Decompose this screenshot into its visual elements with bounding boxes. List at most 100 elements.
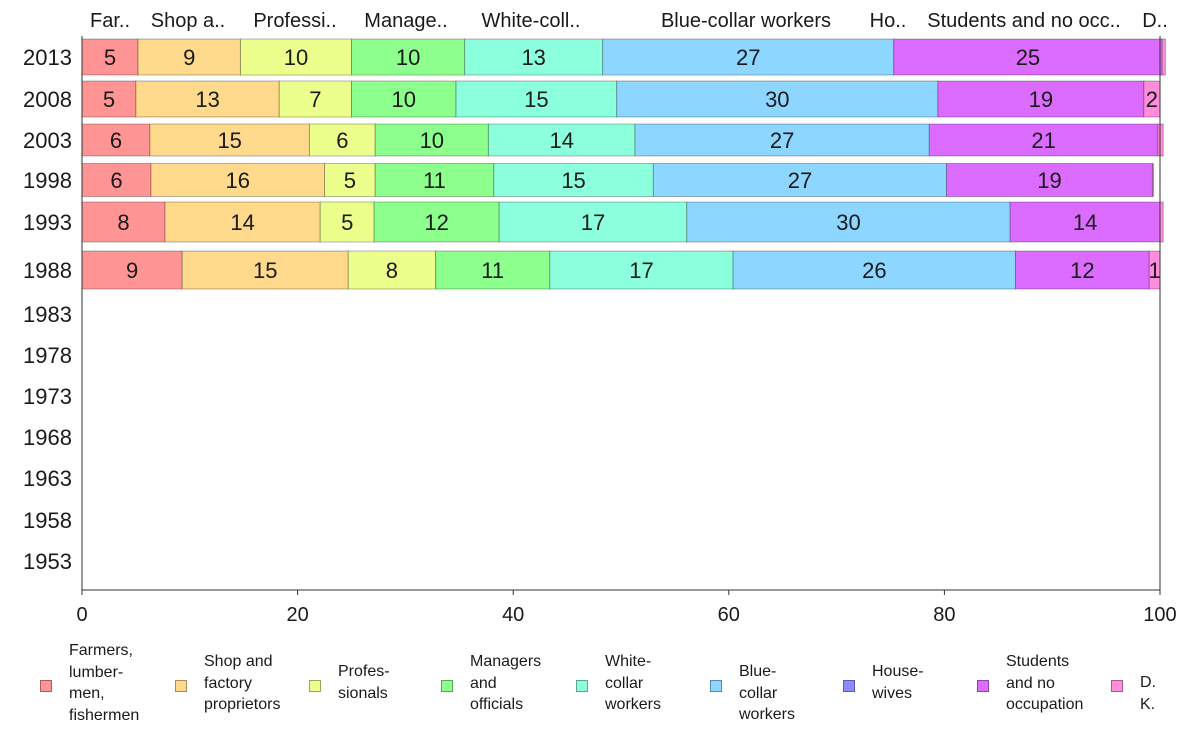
data-label: 27 <box>736 45 760 70</box>
data-label: 11 <box>481 258 504 283</box>
top-label: Professi.. <box>253 10 336 32</box>
data-label: 6 <box>336 128 348 153</box>
data-label: 14 <box>549 128 573 153</box>
bar-segment <box>324 163 376 197</box>
bar-segment <box>893 38 1163 76</box>
top-label: Far.. <box>90 10 130 32</box>
legend-label: House- wives <box>872 663 924 702</box>
data-label: 6 <box>110 168 122 193</box>
data-label: 15 <box>217 128 241 153</box>
data-label: 17 <box>629 258 653 283</box>
bar-segment <box>493 163 654 197</box>
bar-segment <box>634 123 930 157</box>
top-label: Shop a.. <box>151 10 226 32</box>
legend-swatch <box>1111 680 1123 692</box>
bar-row: 5 13 7 10 15 30 19 2 <box>81 80 1161 118</box>
bar-row: 6 16 5 11 15 27 19 <box>81 163 1155 197</box>
data-label: 10 <box>284 45 308 70</box>
bar-segment <box>464 38 604 76</box>
data-label: 15 <box>561 168 585 193</box>
data-label: 17 <box>581 210 605 235</box>
legend-swatch <box>40 680 52 692</box>
data-label: 30 <box>836 210 860 235</box>
data-label: 10 <box>392 87 416 112</box>
x-tick-label: 0 <box>76 604 87 626</box>
data-label: 8 <box>117 210 129 235</box>
year-label: 1983 <box>23 302 72 327</box>
legend-swatch <box>309 680 321 692</box>
bar-segment <box>81 38 139 76</box>
year-label: 2008 <box>23 87 72 112</box>
bar-segment <box>498 201 688 243</box>
year-label: 1958 <box>23 508 72 533</box>
data-label: 15 <box>253 258 277 283</box>
data-label: 5 <box>103 87 115 112</box>
data-label: 8 <box>386 258 398 283</box>
legend-label: Profes- sionals <box>338 663 390 702</box>
top-label: Blue-collar workers <box>661 10 831 32</box>
bar-segment <box>164 201 321 243</box>
bar-segment <box>487 123 636 157</box>
top-label: Manage.. <box>364 10 447 32</box>
data-label: 15 <box>524 87 548 112</box>
year-label: 2003 <box>23 128 72 153</box>
bar-segment <box>81 201 166 243</box>
bar-segment <box>347 250 437 290</box>
stacked-bar-chart: Far.. Shop a.. Professi.. Manage.. White-col… <box>23 10 1177 626</box>
bar-segment <box>732 250 1017 290</box>
bar-segment <box>1161 38 1166 76</box>
data-label: 25 <box>1016 45 1040 70</box>
bar-segment <box>616 80 939 118</box>
data-label: 9 <box>183 45 195 70</box>
legend-label: Farmers, lumber- men, fishermen <box>69 642 140 724</box>
legend-label: Shop and factory proprietors <box>204 653 281 713</box>
data-label: 9 <box>126 258 138 283</box>
data-label: 26 <box>862 258 886 283</box>
legend-swatch <box>843 680 855 692</box>
y-axis-labels: 2013 2008 2003 1998 1993 1988 1983 1978 1973 1968… <box>23 45 72 574</box>
bar-row: 6 15 6 10 14 27 21 <box>81 123 1164 157</box>
data-label: 10 <box>396 45 420 70</box>
top-label: D.. <box>1142 10 1168 32</box>
x-tick-label: 80 <box>933 604 955 626</box>
data-label: 11 <box>423 168 446 193</box>
bar-segment <box>937 80 1145 118</box>
year-label: 1978 <box>23 343 72 368</box>
data-label: 14 <box>1073 210 1097 235</box>
data-label: 13 <box>195 87 219 112</box>
data-label: 14 <box>230 210 254 235</box>
bar-segment <box>435 250 551 290</box>
bar-segment <box>319 201 375 243</box>
data-label: 30 <box>765 87 789 112</box>
bar-segment <box>81 123 151 157</box>
legend-swatch <box>441 680 453 692</box>
top-label: Ho.. <box>870 10 907 32</box>
legend: Farmers, lumber- men, fishermen Shop and … <box>0 640 1188 736</box>
bar-segment <box>1151 163 1155 197</box>
bar-segment <box>686 201 1011 243</box>
data-label: 6 <box>110 128 122 153</box>
bar-segment <box>374 123 489 157</box>
bar-segment <box>1009 201 1161 243</box>
legend-label: Students and no occupation <box>1006 653 1084 713</box>
top-label: White-coll.. <box>482 10 581 32</box>
bar-segment <box>374 163 495 197</box>
legend-label: White- collar workers <box>605 653 662 713</box>
data-label: 19 <box>1029 87 1053 112</box>
data-label: 21 <box>1031 128 1055 153</box>
year-label: 1963 <box>23 466 72 491</box>
bar-row: 9 15 8 11 17 26 12 1 <box>81 250 1161 290</box>
legend-swatch <box>576 680 588 692</box>
data-label: 10 <box>420 128 444 153</box>
bar-segment <box>135 80 280 118</box>
bar-segment <box>150 163 326 197</box>
bar-segment <box>181 250 349 290</box>
legend-label: Managers and officials <box>470 653 542 713</box>
data-label: 2 <box>1146 87 1158 112</box>
year-label: 2013 <box>23 45 72 70</box>
data-label: 1 <box>1148 258 1160 283</box>
data-label: 27 <box>770 128 794 153</box>
bar-segment <box>1157 123 1164 157</box>
bar-segment <box>137 38 241 76</box>
bar-segment <box>602 38 895 76</box>
